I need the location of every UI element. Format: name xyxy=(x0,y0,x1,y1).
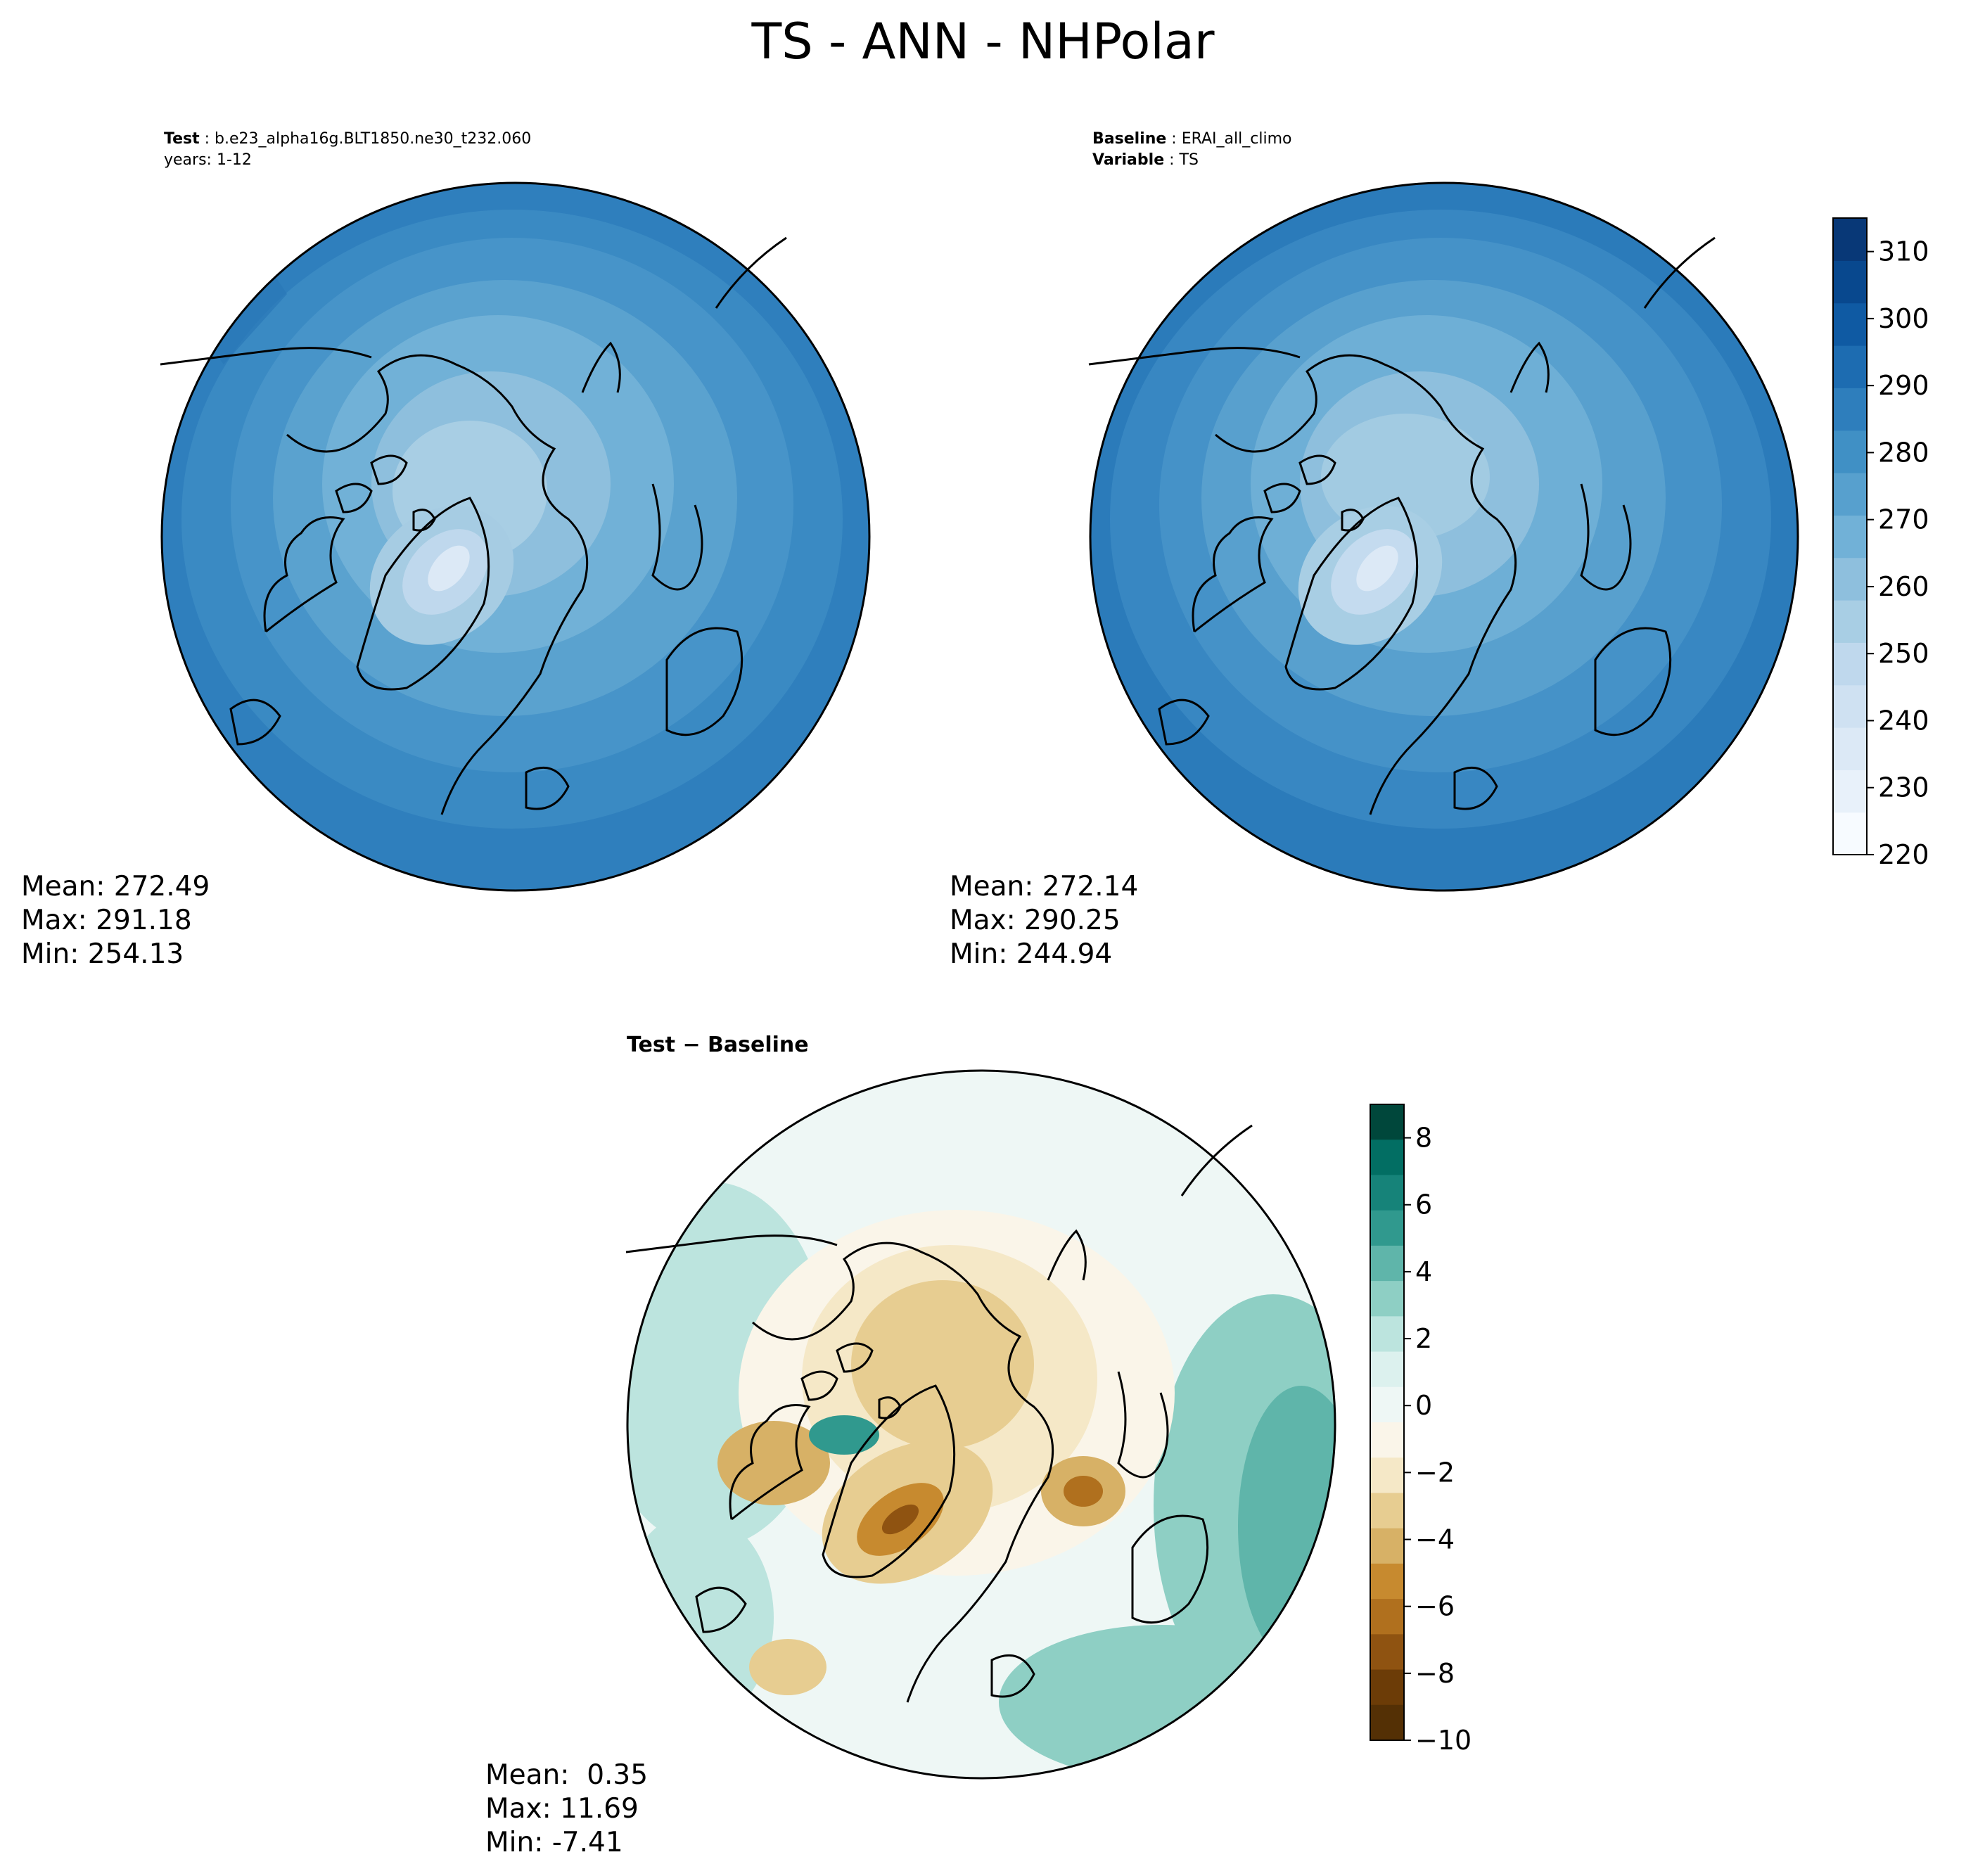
baseline-mean: Mean: 272.14 xyxy=(950,871,1139,902)
test-polar-map xyxy=(160,181,871,892)
abs-colorbar-tick-label: 280 xyxy=(1878,437,1929,468)
test-case-name: b.e23_alpha16g.BLT1850.ne30_t232.060 xyxy=(215,130,532,148)
diff-mean: Mean: 0.35 xyxy=(485,1759,649,1791)
abs-colorbar-segment xyxy=(1833,684,1867,728)
baseline-polar-map xyxy=(1088,181,1799,892)
abs-colorbar-segment xyxy=(1833,345,1867,388)
diff-min: Min: -7.41 xyxy=(485,1827,623,1858)
diff-colorbar-tick-label: 6 xyxy=(1415,1189,1432,1220)
diff-colorbar-segment xyxy=(1370,1140,1404,1176)
diff-colorbar-segment xyxy=(1370,1457,1404,1494)
difference-colorbar: 8 6 4 2 0 −2 −4 −6 −8 −10 xyxy=(1370,1104,1472,1756)
abs-colorbar-frame xyxy=(1832,217,1868,855)
test-max: Max: 291.18 xyxy=(21,905,192,936)
diff-colorbar-segment xyxy=(1370,1245,1404,1282)
abs-colorbar-segment xyxy=(1833,388,1867,431)
diff-colorbar-segment xyxy=(1370,1528,1404,1564)
diff-colorbar-segment xyxy=(1370,1104,1404,1140)
baseline-label: Baseline : ERAI_all_climo Variable : TS xyxy=(1092,129,1291,171)
diff-colorbar-segment xyxy=(1370,1599,1404,1635)
diff-colorbar-segment xyxy=(1370,1669,1404,1706)
diff-colorbar-segment xyxy=(1370,1281,1404,1317)
variable-label-key: Variable xyxy=(1092,151,1165,169)
diff-colorbar-segment xyxy=(1370,1563,1404,1600)
diff-colorbar-segment xyxy=(1370,1210,1404,1246)
diff-colorbar-tick-label: −6 xyxy=(1415,1591,1455,1622)
test-stats: Mean: 272.49 Max: 291.18 Min: 254.13 xyxy=(21,870,210,971)
baseline-case-name: ERAI_all_climo xyxy=(1181,130,1292,148)
abs-colorbar-tick-label: 270 xyxy=(1878,504,1929,535)
abs-colorbar-segment xyxy=(1833,302,1867,346)
abs-colorbar-segment xyxy=(1833,473,1867,516)
diff-max: Max: 11.69 xyxy=(485,1793,639,1825)
test-min: Min: 254.13 xyxy=(21,938,184,970)
abs-colorbar-segment xyxy=(1833,770,1867,813)
diff-colorbar-segment xyxy=(1370,1493,1404,1529)
test-label-sep: : xyxy=(199,130,215,148)
diff-polar-map xyxy=(625,1069,1336,1780)
diff-colorbar-tick-label: −8 xyxy=(1415,1658,1455,1689)
diff-stats: Mean: 0.35 Max: 11.69 Min: -7.41 xyxy=(485,1759,648,1860)
abs-colorbar-segment xyxy=(1833,557,1867,601)
baseline-min: Min: 244.94 xyxy=(950,938,1113,970)
diff-colorbar-segment xyxy=(1370,1386,1404,1423)
test-years: years: 1-12 xyxy=(164,151,252,169)
diff-colorbar-tick-label: 4 xyxy=(1415,1256,1432,1287)
abs-colorbar-segment xyxy=(1833,727,1867,770)
diff-title: Test − Baseline xyxy=(627,1033,809,1057)
abs-colorbar-tick-label: 260 xyxy=(1878,571,1929,602)
diff-colorbar-segment xyxy=(1370,1422,1404,1458)
abs-colorbar-tick-label: 240 xyxy=(1878,705,1929,736)
abs-colorbar-tick-label: 290 xyxy=(1878,370,1929,401)
baseline-max: Max: 290.25 xyxy=(950,905,1121,936)
diff-colorbar-segment xyxy=(1370,1316,1404,1353)
baseline-label-sep: : xyxy=(1166,130,1182,148)
diff-colorbar-tick-label: 8 xyxy=(1415,1123,1432,1154)
abs-colorbar-segment xyxy=(1833,642,1867,686)
diff-colorbar-tick-label: −2 xyxy=(1415,1457,1455,1488)
diff-colorbar-tick-label: −4 xyxy=(1415,1524,1455,1555)
baseline-stats: Mean: 272.14 Max: 290.25 Min: 244.94 xyxy=(950,870,1138,971)
abs-colorbar-tick-label: 220 xyxy=(1878,839,1929,870)
abs-colorbar-tick-label: 310 xyxy=(1878,236,1929,267)
diff-colorbar-frame xyxy=(1370,1104,1405,1741)
variable-name: TS xyxy=(1179,151,1199,169)
diff-colorbar-tick-label: 0 xyxy=(1415,1390,1432,1421)
abs-colorbar-segment xyxy=(1833,260,1867,304)
abs-colorbar-segment xyxy=(1833,430,1867,473)
abs-colorbar-segment xyxy=(1833,515,1867,559)
diff-colorbar-segment xyxy=(1370,1351,1404,1388)
variable-label-sep: : xyxy=(1164,151,1180,169)
diff-colorbar-segment xyxy=(1370,1634,1404,1671)
abs-colorbar-tick-label: 250 xyxy=(1878,638,1929,669)
diff-colorbar-segment xyxy=(1370,1704,1404,1741)
figure-title: TS - ANN - NHPolar xyxy=(751,13,1215,70)
abs-colorbar-segment xyxy=(1833,218,1867,261)
test-mean: Mean: 272.49 xyxy=(21,871,210,902)
diff-colorbar-tick-label: 2 xyxy=(1415,1323,1432,1354)
abs-colorbar-tick-label: 230 xyxy=(1878,772,1929,803)
absolute-colorbar: 220 230 240 250 260 270 280 290 300 310 xyxy=(1832,217,1929,870)
diff-colorbar-segment xyxy=(1370,1175,1404,1211)
diff-colorbar-tick-label: −10 xyxy=(1415,1725,1472,1756)
baseline-label-key: Baseline xyxy=(1092,130,1167,148)
abs-colorbar-segment xyxy=(1833,600,1867,643)
abs-colorbar-segment xyxy=(1833,812,1867,855)
test-label-key: Test xyxy=(164,130,200,148)
abs-colorbar-tick-label: 300 xyxy=(1878,303,1929,334)
test-label: Test : b.e23_alpha16g.BLT1850.ne30_t232.… xyxy=(164,129,531,171)
